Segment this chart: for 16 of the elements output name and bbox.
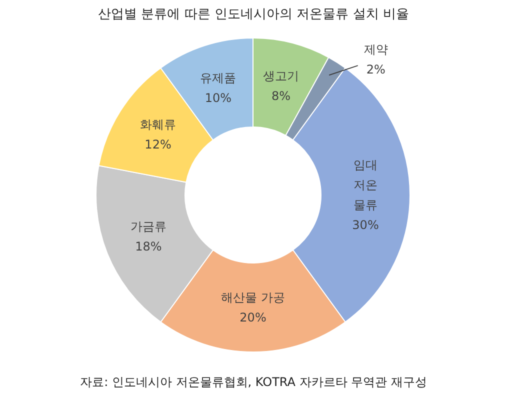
chart-title: 산업별 분류에 따른 인도네시아의 저온물류 설치 비율 xyxy=(98,7,409,22)
data-label: 8% xyxy=(271,89,290,104)
slice-label: 생고기 xyxy=(262,69,299,84)
data-label: 30% xyxy=(352,218,379,232)
slice-label: 가금류 xyxy=(130,219,166,234)
data-label: 12% xyxy=(144,138,172,152)
data-label: 2% xyxy=(366,62,386,77)
slice-label: 제약 xyxy=(364,42,388,57)
data-label: 18% xyxy=(135,239,162,254)
slice-label: 유제품 xyxy=(200,71,236,86)
slice-label: 임대 저온 물류 xyxy=(354,158,378,212)
slice-label: 화훼류 xyxy=(140,118,176,132)
slice-label: 해산물 가공 xyxy=(221,290,285,304)
data-label: 20% xyxy=(240,310,266,324)
text: 자료: 인도네시아 저온물류협회, KOTRA 자카르타 무역관 재구성 xyxy=(80,375,427,389)
data-label: 10% xyxy=(204,91,232,106)
